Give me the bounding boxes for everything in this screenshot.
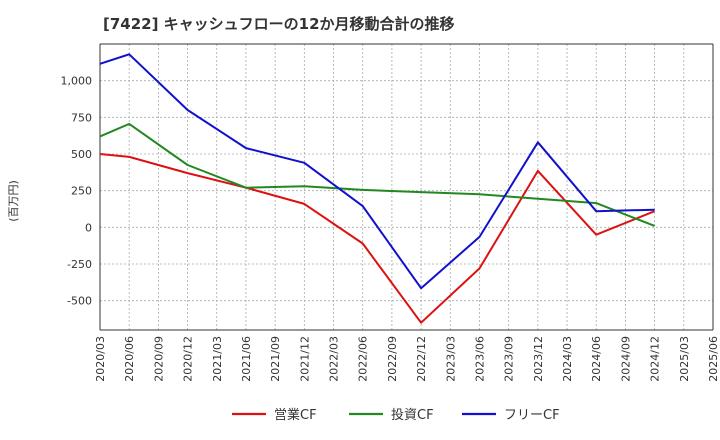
series-line-1 — [99, 153, 655, 324]
x-tick-label: 2023/12 — [532, 336, 545, 382]
series-line-3 — [99, 53, 655, 290]
series — [99, 53, 655, 324]
x-tick-label: 2023/06 — [473, 336, 486, 382]
y-tick-labels: -500 -250 0 250 500 750 1,000 — [61, 75, 93, 308]
x-tick-label: 2021/03 — [211, 336, 224, 382]
x-tick-label: 2024/12 — [649, 336, 662, 382]
x-tick-label: 2022/03 — [328, 336, 341, 382]
x-tick-label: 2020/09 — [152, 336, 165, 382]
x-tick-label: 2021/12 — [298, 336, 311, 382]
x-tick-label: 2021/06 — [240, 336, 253, 382]
y-tick-label: 250 — [71, 185, 92, 198]
x-tick-label: 2020/06 — [123, 336, 136, 382]
x-tick-label: 2022/09 — [386, 336, 399, 382]
y-tick-label: -250 — [67, 258, 92, 271]
x-tick-label: 2022/06 — [357, 336, 370, 382]
x-tick-label: 2024/03 — [561, 336, 574, 382]
y-tick-label: 500 — [71, 148, 92, 161]
y-tick-label: 0 — [85, 221, 92, 234]
y-axis-label: (百万円) — [7, 180, 20, 222]
x-tick-label: 2023/03 — [444, 336, 457, 382]
x-tick-label: 2020/03 — [94, 336, 107, 382]
y-tick-label: -500 — [67, 295, 92, 308]
y-tick-label: 1,000 — [61, 75, 93, 88]
x-tick-label: 2023/09 — [503, 336, 516, 382]
legend-label-3: フリーCF — [504, 408, 560, 423]
chart-title: [7422] キャッシュフローの12か月移動合計の推移 — [103, 15, 455, 33]
x-tick-label: 2025/06 — [707, 336, 720, 382]
plot-background — [100, 44, 713, 330]
y-tick-label: 750 — [71, 111, 92, 124]
x-tick-label: 2024/09 — [619, 336, 632, 382]
series-line-2 — [99, 122, 655, 227]
x-tick-label: 2021/09 — [269, 336, 282, 382]
legend: 営業CF 投資CF フリーCF — [232, 407, 560, 423]
legend-label-2: 投資CF — [391, 407, 434, 423]
x-tick-label: 2024/06 — [590, 336, 603, 382]
x-tick-label: 2020/12 — [182, 336, 195, 382]
legend-label-1: 営業CF — [274, 407, 317, 423]
axes — [99, 43, 714, 331]
x-tick-label: 2022/12 — [415, 336, 428, 382]
x-tick-label: 2025/03 — [678, 336, 691, 382]
x-tick-labels: 2020/03 2020/06 2020/09 2020/12 2021/03 2021/… — [94, 336, 720, 382]
